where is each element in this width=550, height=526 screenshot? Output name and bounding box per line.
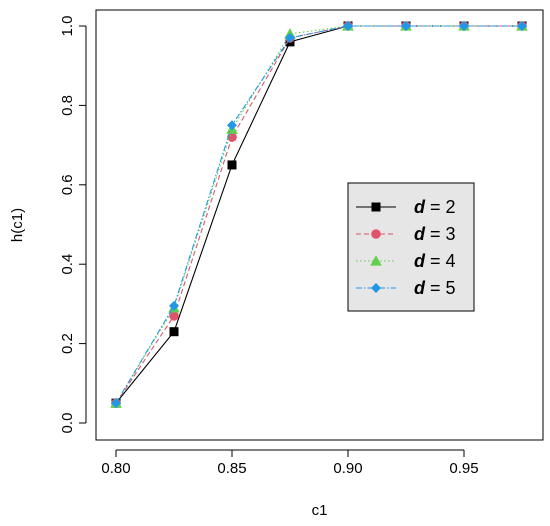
legend-equals: = bbox=[425, 278, 446, 298]
legend-equals: = bbox=[425, 197, 446, 217]
data-point-d5 bbox=[169, 300, 179, 311]
y-tick-label: 0.4 bbox=[59, 254, 76, 275]
data-point-d5 bbox=[111, 398, 121, 409]
legend-value: 5 bbox=[446, 278, 456, 298]
x-tick-label: 0.95 bbox=[449, 460, 478, 477]
y-tick-label: 0.2 bbox=[59, 333, 76, 354]
data-point-d5 bbox=[401, 21, 411, 31]
legend-marker-d3 bbox=[371, 229, 381, 239]
legend-variable: d bbox=[414, 197, 426, 217]
legend-value: 3 bbox=[446, 224, 456, 244]
legend-variable: d bbox=[414, 224, 426, 244]
data-point-d5 bbox=[517, 21, 527, 31]
legend-equals: = bbox=[425, 251, 446, 271]
data-point-d2 bbox=[169, 327, 179, 337]
legend-variable: d bbox=[414, 251, 426, 271]
data-point-d5 bbox=[285, 32, 295, 43]
data-point-d3 bbox=[227, 132, 237, 142]
legend-label-d3: d = 3 bbox=[414, 224, 456, 244]
legend-value: 4 bbox=[446, 251, 456, 271]
x-axis-title: c1 bbox=[312, 502, 328, 519]
x-tick-label: 0.90 bbox=[333, 460, 362, 477]
plot-frame bbox=[95, 9, 544, 441]
data-point-d3 bbox=[169, 311, 179, 321]
x-tick-label: 0.85 bbox=[217, 460, 246, 477]
legend: d = 2d = 3d = 4d = 5 bbox=[347, 182, 475, 312]
legend-marker-d4 bbox=[370, 255, 382, 266]
plot-area: 0.80 0.85 0.90 0.95 0.0 0.2 0.4 0.6 0.8 1.0 c1 h(c1… bbox=[9, 9, 544, 519]
legend-marker-d2 bbox=[371, 202, 381, 212]
y-tick-label: 1.0 bbox=[59, 16, 76, 37]
series-line-d5 bbox=[115, 25, 522, 404]
legend-label-d2: d = 2 bbox=[414, 197, 456, 217]
x-tick-label: 0.80 bbox=[101, 460, 130, 477]
series-line-d2 bbox=[115, 25, 522, 404]
series-line-d4 bbox=[115, 25, 522, 404]
y-tick-label: 0.0 bbox=[59, 413, 76, 434]
y-tick-label: 0.6 bbox=[59, 174, 76, 195]
legend-equals: = bbox=[425, 224, 446, 244]
legend-box bbox=[347, 182, 475, 312]
data-point-d5 bbox=[227, 120, 237, 131]
series-line-d3 bbox=[115, 25, 522, 404]
legend-value: 2 bbox=[446, 197, 456, 217]
legend-label-d4: d = 4 bbox=[414, 251, 456, 271]
y-tick-label: 0.8 bbox=[59, 95, 76, 116]
y-axis-title: h(c1) bbox=[9, 208, 26, 242]
legend-marker-d5 bbox=[371, 283, 381, 293]
data-point-d2 bbox=[227, 160, 237, 170]
data-point-d5 bbox=[343, 21, 353, 31]
legend-label-d5: d = 5 bbox=[414, 278, 456, 298]
legend-variable: d bbox=[414, 278, 426, 298]
data-point-d5 bbox=[459, 21, 469, 31]
